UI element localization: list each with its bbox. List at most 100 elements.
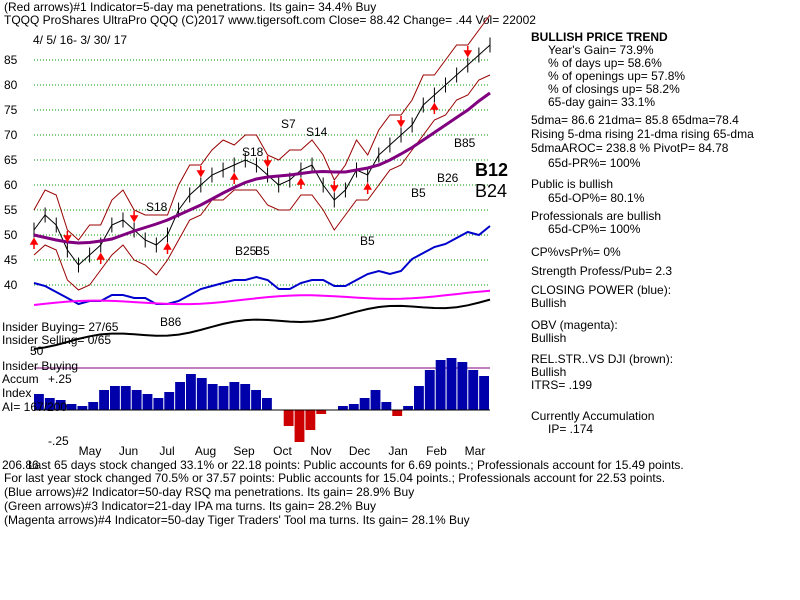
obv-line (33, 289, 491, 306)
rel-strength-line (33, 298, 491, 350)
signal-B5a: B5 (411, 186, 426, 200)
price-tick-label: 60 (4, 178, 18, 192)
price-tick-label: 85 (4, 53, 18, 67)
red-up-arrow (163, 242, 172, 254)
accum-bar (186, 374, 196, 410)
accum-bar (55, 400, 66, 410)
price-tick-label: 55 (4, 203, 18, 217)
red-up-arrow (430, 102, 439, 114)
accum-bar (77, 406, 88, 410)
price-tick-label: 50 (4, 228, 18, 242)
right-panel-row: 5dma= 86.6 21dma= 85.8 65dma=78.4 (531, 113, 739, 127)
right-panel-row: Bullish (531, 331, 567, 345)
right-panel-row: 65d-PR%= 100% (548, 156, 641, 170)
red-down-arrow (463, 46, 473, 58)
price-tick-label: 40 (4, 278, 18, 292)
accum-bar (414, 386, 424, 410)
accum-label: Accum (2, 372, 39, 386)
signal-S18b: S18 (146, 200, 168, 214)
signal-B85: B85 (454, 136, 476, 150)
accum-bar (468, 370, 479, 410)
month-label: May (79, 444, 102, 458)
accum-bar (316, 410, 327, 414)
accum-bar (435, 360, 446, 410)
right-panel-row: 5dmaAROC= 238.8 % PivotP= 84.78 (531, 141, 729, 155)
right-panel-row: Rising 5-dma rising 21-dma rising 65-dma (531, 127, 754, 141)
footer-line-1: Last 65 days stock changed 33.1% or 22.1… (28, 458, 684, 472)
accum-bar (240, 384, 251, 410)
signal-B12: B12 (475, 160, 509, 180)
month-label: Oct (273, 444, 292, 458)
accum-bar (370, 390, 381, 410)
accum-bar (153, 398, 164, 410)
accum-bar (142, 394, 153, 410)
insider-selling-label: Insider Selling= 0/65 (2, 333, 112, 347)
plus25-label: +.25 (48, 372, 72, 386)
red-up-arrow (363, 182, 372, 194)
ma65-line (33, 91, 491, 245)
signal-S18a: S18 (242, 145, 264, 159)
insider-50-label: 50 (30, 344, 44, 358)
accum-bar (110, 386, 120, 410)
month-label: Jun (119, 444, 138, 458)
signal-B26a: B26 (437, 171, 459, 185)
right-panel-row: Year's Gain= 73.9% (548, 43, 654, 57)
accum-bar (34, 394, 44, 410)
right-panel-row: Bullish (531, 296, 567, 310)
accum-bar (294, 410, 305, 442)
insider-buying-label-2: Insider Buying (2, 359, 79, 373)
accum-bar (251, 390, 261, 410)
accum-bar (175, 382, 185, 410)
month-label: Aug (195, 444, 216, 458)
insider-buying-label: Insider Buying= 27/65 (2, 320, 119, 334)
closing-power-line (33, 225, 491, 306)
accum-bar (381, 402, 392, 410)
signal-B86: B86 (160, 315, 182, 329)
footer-line-4: (Green arrows)#3 Indicator=21-day IPA ma… (4, 499, 376, 513)
red-up-arrow (29, 237, 39, 249)
red-up-arrow (229, 172, 239, 184)
ai-label: AI= 167/200 (2, 400, 68, 414)
accum-bar (196, 378, 207, 410)
month-label: Jul (159, 444, 174, 458)
month-label: Dec (349, 444, 370, 458)
accum-bar (338, 406, 348, 410)
accum-bar (131, 390, 142, 410)
accum-bar (479, 376, 489, 410)
right-panel-row: IP= .174 (548, 422, 594, 436)
accum-bar (403, 406, 413, 410)
right-panel-row: OBV (magenta): (531, 318, 618, 332)
price-tick-labels: 85 80 75 70 65 60 55 50 45 40 (4, 53, 18, 292)
right-panel-row: CLOSING POWER (blue): (531, 283, 672, 297)
indicator-1-title: (Red arrows)#1 Indicator=5-day ma penetr… (4, 0, 377, 14)
right-panel-row: Strength Profess/Pub= 2.3 (531, 264, 673, 278)
red-down-arrow (329, 181, 339, 193)
ticker-line: TQQQ ProShares UltraPro QQQ (C)2017 www.… (4, 13, 536, 27)
signal-B5c: B5 (255, 244, 270, 258)
right-panel-row: 65d-OP%= 80.1% (548, 191, 645, 205)
month-label: Sep (233, 444, 255, 458)
footer-line-5: (Magenta arrows)#4 Indicator=50-day Tige… (4, 513, 470, 527)
footer-line-2: For last year stock changed 70.5% or 37.… (4, 471, 666, 485)
accum-bar (392, 410, 403, 416)
month-label: Nov (310, 444, 331, 458)
footer-prefix: 206.86 (2, 458, 39, 472)
month-label: Feb (426, 444, 447, 458)
right-panel-row: % of closings up= 58.2% (548, 82, 680, 96)
month-labels: May Jun Jul Aug Sep Oct Nov Dec Jan Feb Mar (79, 444, 486, 458)
accum-bar (120, 386, 131, 410)
right-panel-row: Public is bullish (531, 177, 614, 191)
right-panel-row: CP%vsPr%= 0% (531, 245, 621, 259)
red-down-arrow (129, 211, 139, 223)
signal-arrows (29, 46, 473, 264)
right-panel-row: Currently Accumulation (531, 409, 655, 423)
red-down-arrow (263, 156, 272, 168)
accum-bar (229, 382, 240, 410)
accum-bar (446, 358, 457, 410)
signal-B5b: B5 (360, 234, 375, 248)
upper-band-line (33, 14, 491, 241)
accum-bar (359, 398, 370, 410)
right-panel-row: % of openings up= 57.8% (548, 69, 686, 83)
accum-bar (424, 370, 435, 410)
